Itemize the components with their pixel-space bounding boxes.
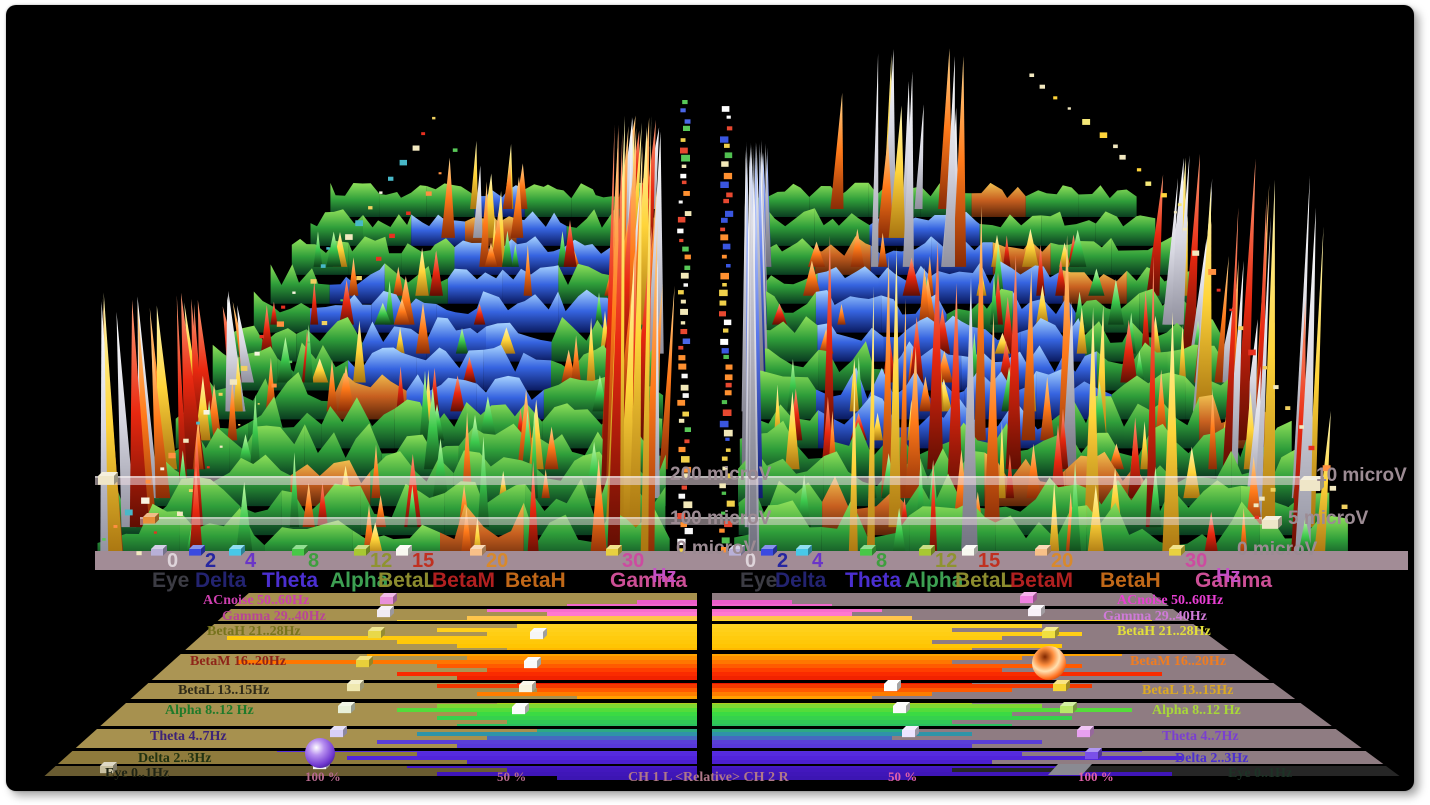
app-window: CH 1 L <Relative> CH 2 R 0 2 4 8 12 15 20 30 Eye…	[0, 0, 1430, 805]
spectrum-scene	[0, 0, 1430, 805]
